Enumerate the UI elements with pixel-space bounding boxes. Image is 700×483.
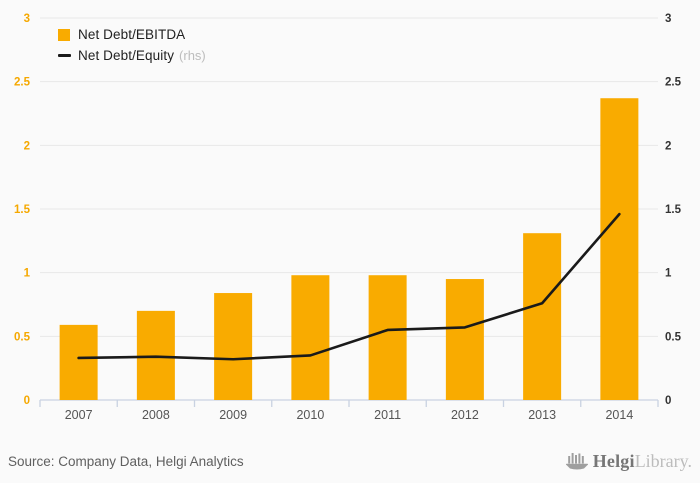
svg-text:2008: 2008: [142, 408, 170, 422]
svg-text:2: 2: [24, 140, 30, 152]
chart-legend: Net Debt/EBITDA Net Debt/Equity (rhs): [58, 26, 206, 68]
legend-rhs-note: (rhs): [179, 48, 206, 63]
bar-2012: [445, 279, 484, 400]
svg-text:2007: 2007: [65, 408, 93, 422]
bar-2010: [291, 275, 330, 400]
bar-2011: [368, 275, 407, 400]
svg-text:0.5: 0.5: [14, 331, 31, 343]
line-series-swatch-icon: [58, 54, 71, 57]
bar-2013: [523, 233, 562, 400]
helgi-library-logo: Helgi Library.: [565, 450, 692, 472]
chart-area: 0 0 0.5 0.5 1 1 1.5 1.5 2 2 2.5 2.5 3 3 2007 2008 2009 20…: [14, 13, 682, 422]
svg-text:0: 0: [665, 395, 671, 407]
svg-text:1.5: 1.5: [14, 204, 31, 216]
svg-text:2: 2: [665, 140, 671, 152]
helgi-ship-icon: [565, 453, 588, 470]
svg-text:1: 1: [665, 268, 672, 280]
logo-brand-text: Helgi: [592, 450, 635, 471]
svg-text:2013: 2013: [528, 408, 556, 422]
svg-text:2010: 2010: [296, 408, 324, 422]
svg-text:2012: 2012: [451, 408, 479, 422]
svg-text:3: 3: [24, 13, 30, 25]
legend-label: Net Debt/Equity: [78, 48, 175, 63]
svg-text:2014: 2014: [605, 408, 633, 422]
legend-item-net-debt-equity: Net Debt/Equity (rhs): [58, 47, 206, 64]
svg-text:2009: 2009: [219, 408, 247, 422]
net-debt-equity-line: [77, 212, 621, 361]
svg-text:2011: 2011: [374, 408, 401, 422]
legend-label: Net Debt/EBITDA: [78, 27, 186, 42]
svg-text:0: 0: [24, 395, 30, 407]
combo-chart: 0 0 0.5 0.5 1 1 1.5 1.5 2 2 2.5 2.5 3 3 2007 2008 2009 20…: [14, 13, 682, 422]
chart-footer: Source: Company Data, Helgi Analytics He…: [0, 443, 700, 479]
svg-text:2.5: 2.5: [14, 77, 31, 89]
legend-item-net-debt-ebitda: Net Debt/EBITDA: [58, 26, 206, 43]
svg-text:0.5: 0.5: [665, 331, 682, 343]
svg-text:1: 1: [24, 268, 31, 280]
bar-2007: [59, 324, 98, 400]
source-caption: Source: Company Data, Helgi Analytics: [8, 453, 244, 469]
bar-2014: [600, 98, 639, 400]
logo-suffix-text: Library.: [634, 450, 692, 471]
bar-series-swatch-icon: [58, 28, 70, 41]
svg-text:2.5: 2.5: [665, 77, 682, 89]
bar-2009: [214, 293, 253, 400]
svg-text:3: 3: [665, 13, 671, 25]
svg-text:1.5: 1.5: [665, 204, 682, 216]
